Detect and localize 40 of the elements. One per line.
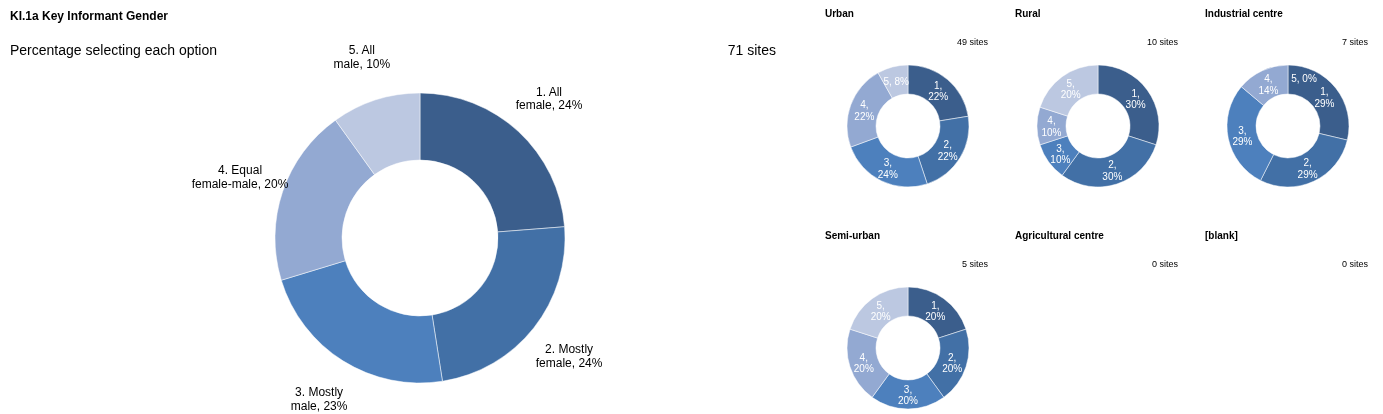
data-label: 3, 20% [897, 383, 919, 406]
chart-title: Urban [825, 8, 854, 19]
slice-label: 4. Equal female-male, 20% [191, 163, 289, 191]
text: 0 sites [1151, 259, 1178, 269]
text: [blank] [1205, 230, 1238, 241]
slice-label: 5. All male, 10% [333, 43, 391, 72]
data-label: 1, 30% [1125, 87, 1146, 110]
data-label: 2, 29% [1297, 156, 1318, 180]
chart-subtitle: Percentage selecting each option [10, 42, 218, 58]
slice-label: 1. All female, 24% [515, 84, 583, 113]
text: 71 sites [727, 42, 776, 58]
text: 49 sites [956, 37, 988, 47]
chart-title: Rural [1015, 8, 1041, 19]
text: KI.1a Key Informant Gender [10, 9, 169, 23]
data-label: 5, 8% [883, 75, 910, 87]
data-label: 2, 22% [937, 138, 958, 162]
text: Agricultural centre [1015, 230, 1104, 241]
data-label: 1, 29% [1314, 85, 1335, 109]
slice-label: 2. Mostly female, 24% [535, 341, 603, 370]
slice-label: 3. Mostly male, 23% [290, 385, 348, 413]
data-label: 5, 20% [870, 299, 891, 322]
chart-title: Semi-urban [825, 230, 881, 241]
data-label: 5, 20% [1060, 77, 1081, 100]
data-label: 2, 30% [1102, 158, 1123, 182]
text: 5, 0% [1291, 72, 1317, 83]
data-label: 2, 20% [942, 351, 963, 374]
chart-title: Industrial centre [1205, 8, 1283, 19]
data-label: 4, 14% [1258, 72, 1279, 96]
data-label: 4, 10% [1041, 114, 1062, 138]
text: 0 sites [1341, 259, 1368, 269]
text: 7 sites [1341, 37, 1368, 47]
data-label: 4, 20% [853, 351, 874, 374]
data-label: 3, 10% [1050, 142, 1071, 165]
data-label: 1, 20% [925, 299, 946, 322]
data-label: 3, 24% [877, 156, 898, 180]
data-label: 4, 22% [854, 98, 875, 122]
text: 5 sites [961, 259, 988, 269]
text: 10 sites [1146, 37, 1178, 47]
data-label: 3, 29% [1232, 124, 1253, 147]
data-label: 1, 22% [928, 79, 949, 102]
